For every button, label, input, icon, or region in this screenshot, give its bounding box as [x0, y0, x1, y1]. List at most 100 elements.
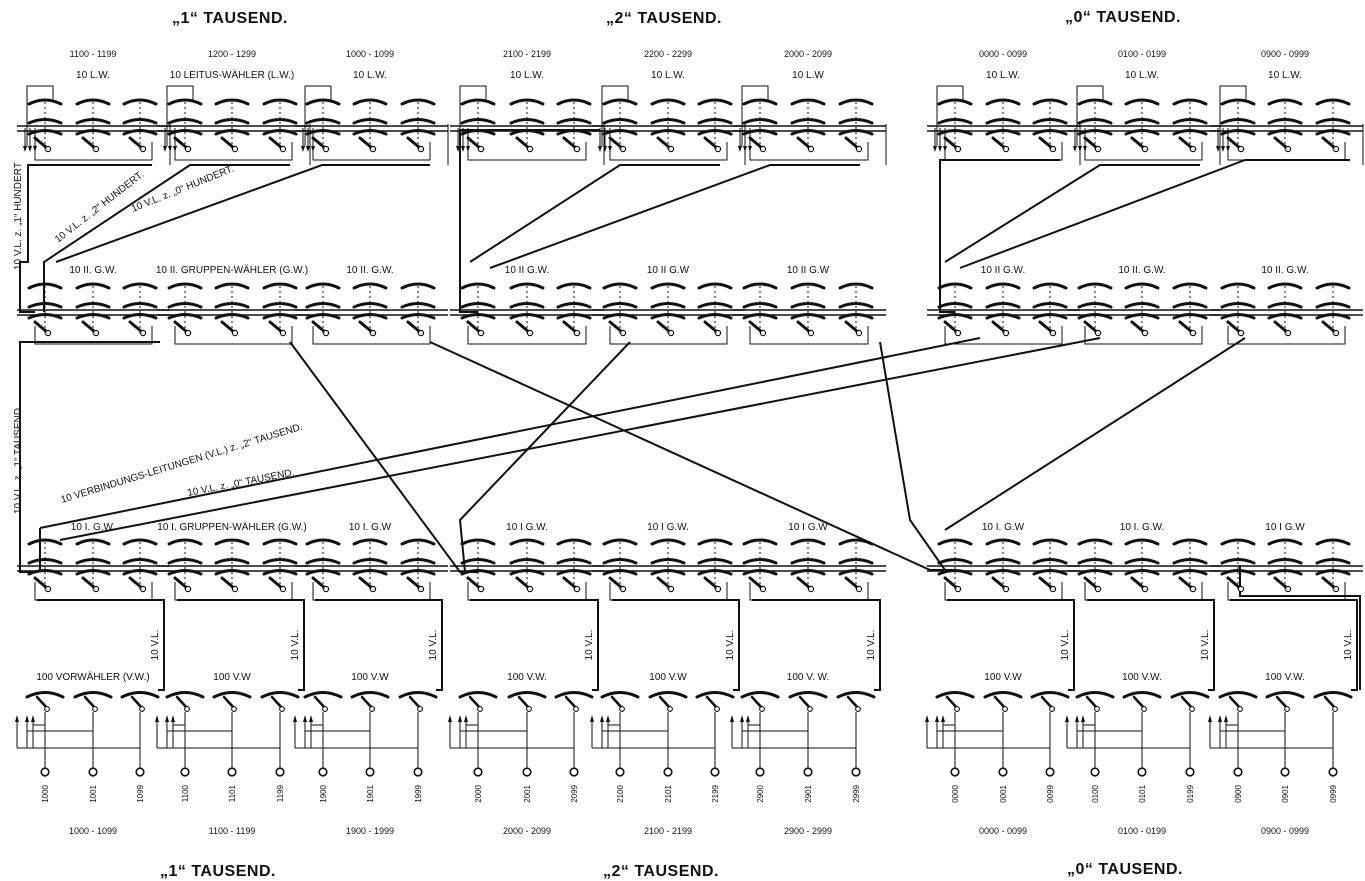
trunk-line	[59, 337, 1101, 541]
bottom-title-2-tausend: „2“ TAUSEND.	[603, 863, 719, 880]
label-vl-0-hundert: 10 V.L. z. „0“ HUNDERT.	[130, 164, 236, 215]
gw2-label: 10 II. G.W.	[69, 265, 116, 276]
selector-unit: 0000 - 0099 10 L.W. 10 II G.W. 10 I. G.W 100…	[925, 49, 1081, 836]
subscriber-number: 2001	[523, 784, 532, 802]
gw2-label: 10 II G.W	[647, 265, 690, 276]
lw-range-label: 2100 - 2199	[503, 49, 551, 59]
top-title-0-tausend: „0“ TAUSEND.	[1065, 9, 1181, 26]
vw-label: 100 V.W.	[1122, 672, 1162, 683]
vl-side-label: 10 V.L.	[1343, 630, 1354, 661]
subscriber-number: 1999	[414, 784, 423, 802]
bottom-range-label: 1100 - 1199	[209, 826, 256, 836]
bottom-range-label: 2900 - 2999	[784, 826, 832, 836]
lw-range-label: 0000 - 0099	[979, 49, 1027, 59]
vw-label: 100 VORWÄHLER (V.W.)	[36, 671, 149, 683]
bottom-range-label: 2000 - 2099	[503, 826, 551, 836]
trunk-line	[19, 164, 152, 313]
bottom-title-0-tausend: „0“ TAUSEND.	[1067, 861, 1183, 878]
trunk-line	[289, 341, 478, 573]
lw-label: 10 L.W.	[986, 70, 1020, 81]
gw1-label: 10 I. G.W	[349, 522, 392, 533]
subscriber-number: 1001	[89, 784, 98, 802]
trunk-line	[944, 337, 1246, 531]
bottom-range-label: 1000 - 1099	[69, 826, 117, 836]
gw2-label: 10 II. G.W.	[346, 265, 393, 276]
lw-label: 10 LEITUS-WÄHLER (L.W.)	[170, 69, 294, 81]
gw1-label: 10 I. G.W.	[1120, 522, 1164, 533]
top-title-2-tausend: „2“ TAUSEND.	[606, 10, 722, 27]
selector-units: 1100 - 1199 10 L.W. 10 II. G.W. 10 I. G.W. 1…	[15, 49, 1364, 836]
vl-side-label: 10 V.L.	[725, 630, 736, 661]
subscriber-number: 0000	[951, 784, 960, 802]
bottom-range-label: 0100 - 0199	[1118, 826, 1166, 836]
gw2-label: 10 II. GRUPPEN-WÄHLER (G.W.)	[156, 264, 308, 276]
vw-label: 100 V.W	[649, 672, 687, 683]
subscriber-number: 0100	[1091, 784, 1100, 802]
vw-label: 100 V.W	[984, 672, 1022, 683]
subscriber-number: 2999	[852, 784, 861, 802]
subscriber-number: 0199	[1186, 784, 1195, 802]
top-title-1-tausend: „1“ TAUSEND.	[172, 10, 288, 27]
subscriber-number: 0900	[1234, 784, 1243, 802]
trunk-line	[429, 341, 955, 571]
subscriber-number: 2199	[711, 784, 720, 802]
vw-label: 100 V.W	[213, 672, 251, 683]
lw-range-label: 2200 - 2299	[644, 49, 692, 59]
selector-unit: 1000 - 1099 10 L.W. 10 II. G.W. 10 I. G.W 10…	[293, 49, 449, 836]
gw2-label: 10 II. G.W.	[1261, 265, 1308, 276]
lw-label: 10 L.W	[792, 70, 824, 81]
lw-range-label: 2000 - 2099	[784, 49, 832, 59]
subscriber-number: 2101	[664, 784, 673, 802]
trunk-wires	[19, 129, 1361, 690]
bottom-range-label: 1900 - 1999	[346, 826, 394, 836]
gw1-label: 10 I. GRUPPEN-WÄHLER (G.W.)	[157, 521, 306, 533]
selector-unit: 2200 - 2299 10 L.W. 10 II G.W 10 I G.W. 100 …	[590, 49, 746, 836]
gw1-label: 10 I G.W	[1265, 522, 1305, 533]
selector-unit: 2000 - 2099 10 L.W 10 II G.W 10 I G.W 100 V.…	[730, 49, 887, 836]
selector-unit: 2100 - 2199 10 L.W. 10 II G.W. 10 I G.W. 100…	[448, 49, 605, 836]
gw1-label: 10 I. G.W	[982, 522, 1025, 533]
subscriber-number: 1099	[136, 784, 145, 802]
lw-label: 10 L.W.	[76, 70, 110, 81]
vl-side-label: 10 V.L.	[866, 630, 877, 661]
subscriber-number: 0099	[1046, 784, 1055, 802]
gw2-label: 10 II G.W.	[505, 265, 549, 276]
vl-side-label: 10 V.L.	[1060, 630, 1071, 661]
subscriber-number: 1101	[228, 784, 237, 802]
subscriber-number: 0101	[1138, 784, 1147, 802]
subscriber-number: 0999	[1329, 784, 1338, 802]
selector-unit: 1100 - 1199 10 L.W. 10 II. G.W. 10 I. G.W. 1…	[15, 49, 171, 836]
lw-range-label: 1000 - 1099	[346, 49, 394, 59]
lw-range-label: 1200 - 1299	[208, 49, 256, 59]
gw1-label: 10 I. G.W.	[71, 522, 115, 533]
vw-label: 100 V.W.	[1265, 672, 1305, 683]
gw1-label: 10 I G.W.	[647, 522, 689, 533]
vw-label: 100 V.W.	[507, 672, 547, 683]
trunk-line	[19, 341, 160, 573]
subscriber-number: 1901	[366, 784, 375, 802]
trunk-line	[55, 164, 430, 263]
bottom-range-label: 0900 - 0999	[1261, 826, 1309, 836]
lw-label: 10 L.W.	[353, 70, 387, 81]
bottom-title-1-tausend: „1“ TAUSEND.	[160, 863, 276, 880]
subscriber-number: 2000	[474, 784, 483, 802]
vl-side-label: 10 V.L.	[584, 630, 595, 661]
vl-side-label: 10 V.L.	[150, 630, 161, 661]
subscriber-number: 0901	[1281, 784, 1290, 802]
subscriber-number: 2900	[756, 784, 765, 802]
lw-range-label: 1100 - 1199	[70, 49, 117, 59]
lw-label: 10 L.W.	[1125, 70, 1159, 81]
selector-unit: 0100 - 0199 10 L.W. 10 II. G.W. 10 I. G.W. 1…	[1065, 49, 1221, 836]
subscriber-number: 2100	[616, 784, 625, 802]
subscriber-number: 0001	[999, 784, 1008, 802]
bottom-range-label: 0000 - 0099	[979, 826, 1027, 836]
vw-label: 100 V.W	[351, 672, 389, 683]
selector-unit: 0900 - 0999 10 L.W. 10 II. G.W. 10 I G.W 100…	[1208, 49, 1364, 836]
gw1-label: 10 I G.W	[788, 522, 828, 533]
gw2-label: 10 II. G.W.	[1118, 265, 1165, 276]
subscriber-number: 1199	[276, 784, 285, 802]
subscriber-number: 1100	[181, 784, 190, 802]
bottom-range-label: 2100 - 2199	[644, 826, 692, 836]
trunk-line	[959, 159, 1350, 269]
